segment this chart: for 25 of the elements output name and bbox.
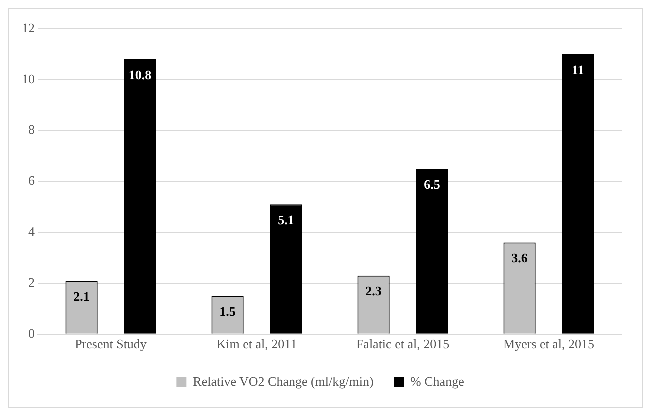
data-label: 6.5 [424, 176, 441, 192]
data-label: 5.1 [278, 212, 294, 228]
data-label: 11 [572, 62, 584, 78]
data-label: 10.8 [128, 67, 152, 82]
y-tick-label: 2 [28, 274, 35, 290]
data-label: 2.1 [74, 288, 90, 304]
x-tick-label: Falatic et al, 2015 [356, 336, 450, 352]
data-label: 1.5 [220, 304, 236, 320]
y-tick-label: 6 [28, 173, 36, 188]
y-tick-label: 4 [28, 224, 36, 240]
x-tick-label: Myers et al, 2015 [504, 336, 594, 352]
bar [270, 204, 302, 334]
y-tick-label: 8 [28, 122, 35, 138]
legend-label: % Change [410, 374, 465, 389]
bar [562, 54, 594, 334]
data-label: 2.3 [366, 284, 382, 299]
x-tick-label: Present Study [75, 336, 148, 352]
y-tick-label: 10 [22, 71, 35, 86]
bar [124, 60, 156, 334]
y-tick-label: 12 [22, 20, 35, 36]
legend-label: Relative VO2 Change (ml/kg/min) [193, 374, 374, 389]
data-label: 3.6 [512, 250, 528, 266]
x-tick-label: Kim et al, 2011 [216, 336, 298, 352]
y-tick-label: 0 [28, 326, 35, 341]
bar [416, 168, 448, 334]
